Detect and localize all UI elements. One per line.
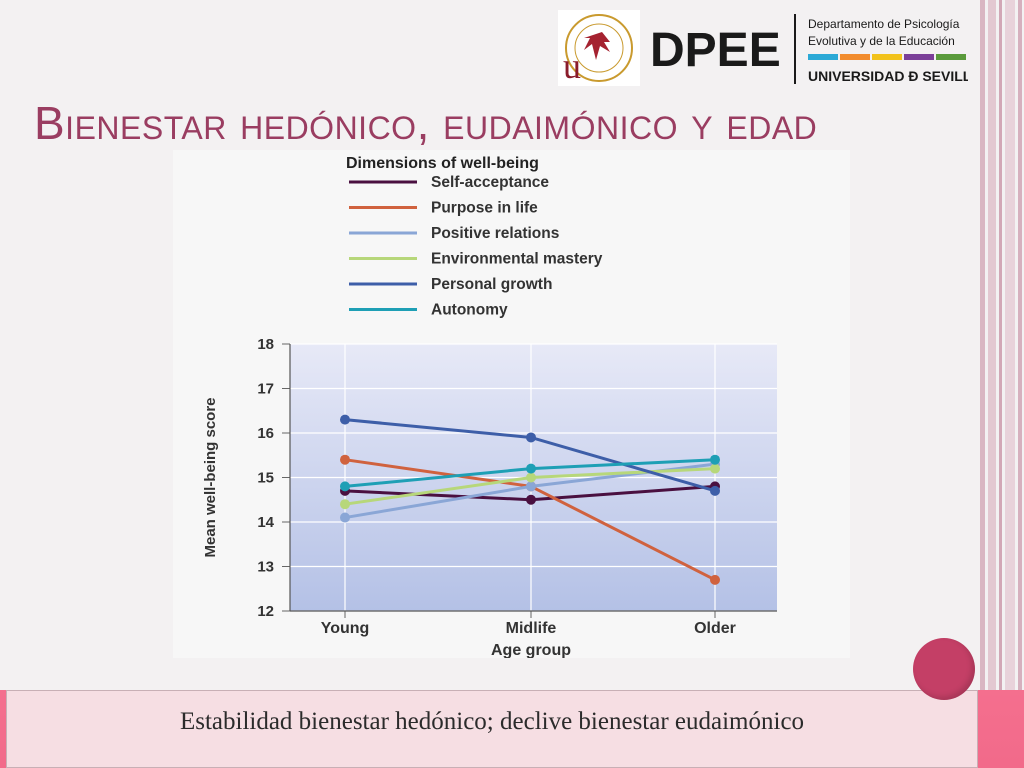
- data-point: [340, 512, 350, 523]
- color-stripe: [904, 54, 934, 60]
- y-tick-label: 12: [257, 603, 274, 620]
- legend-label: Autonomy: [431, 302, 508, 319]
- data-point: [340, 454, 350, 465]
- x-tick-label: Midlife: [506, 620, 557, 637]
- chart-panel: Dimensions of well-being Self-acceptance P…: [173, 150, 850, 658]
- dept-name-line2: Evolutiva y de la Educación: [808, 34, 955, 48]
- dept-name-line1: Departamento de Psicología: [808, 17, 960, 31]
- right-border-stripes: [978, 0, 1024, 768]
- y-tick-label: 18: [257, 336, 274, 353]
- data-point: [340, 481, 350, 492]
- data-point: [710, 485, 720, 496]
- svg-text:u: u: [563, 46, 581, 86]
- y-tick-label: 16: [257, 425, 274, 442]
- x-axis-title: Age group: [491, 642, 571, 658]
- university-name: UNIVERSIDAD Ð SEVILLA: [808, 68, 968, 84]
- university-seal-logo: u: [558, 10, 640, 86]
- slide-caption: Estabilidad bienestar hedónico; declive …: [179, 708, 805, 735]
- logo-divider: [794, 14, 796, 84]
- color-stripe: [840, 54, 870, 60]
- slide-title: Bienestar hedónico, eudaimónico y edad: [34, 97, 818, 149]
- color-stripes: [808, 54, 966, 60]
- legend-label: Personal growth: [431, 276, 552, 293]
- x-tick-label: Young: [321, 620, 370, 637]
- data-point: [526, 432, 536, 443]
- data-point: [526, 472, 536, 483]
- color-stripe: [808, 54, 838, 60]
- data-point: [710, 454, 720, 465]
- header-logos: u DPEE Departamento de Psicología Evolut…: [558, 10, 968, 86]
- data-point: [340, 414, 350, 425]
- y-axis-title: Mean well-being score: [202, 397, 219, 557]
- y-tick-label: 15: [257, 470, 274, 487]
- data-point: [526, 481, 536, 492]
- data-point: [526, 494, 536, 505]
- legend-title: Dimensions of well-being: [346, 155, 539, 172]
- y-tick-label: 17: [257, 381, 274, 398]
- data-point: [526, 463, 536, 474]
- color-stripe: [936, 54, 966, 60]
- decorative-circle: [913, 638, 975, 700]
- legend-label: Positive relations: [431, 225, 559, 242]
- y-tick-label: 13: [257, 559, 274, 576]
- data-point: [340, 499, 350, 510]
- caption-box: [6, 690, 978, 768]
- data-point: [710, 463, 720, 474]
- x-tick-label: Older: [694, 620, 736, 637]
- dept-acronym: DPEE: [650, 24, 781, 77]
- well-being-line-chart: Dimensions of well-being Self-acceptance P…: [202, 155, 777, 658]
- data-point: [710, 574, 720, 585]
- y-tick-label: 14: [257, 514, 274, 531]
- legend-label: Purpose in life: [431, 200, 538, 217]
- legend-label: Self-acceptance: [431, 174, 549, 191]
- color-stripe: [872, 54, 902, 60]
- legend-label: Environmental mastery: [431, 251, 603, 268]
